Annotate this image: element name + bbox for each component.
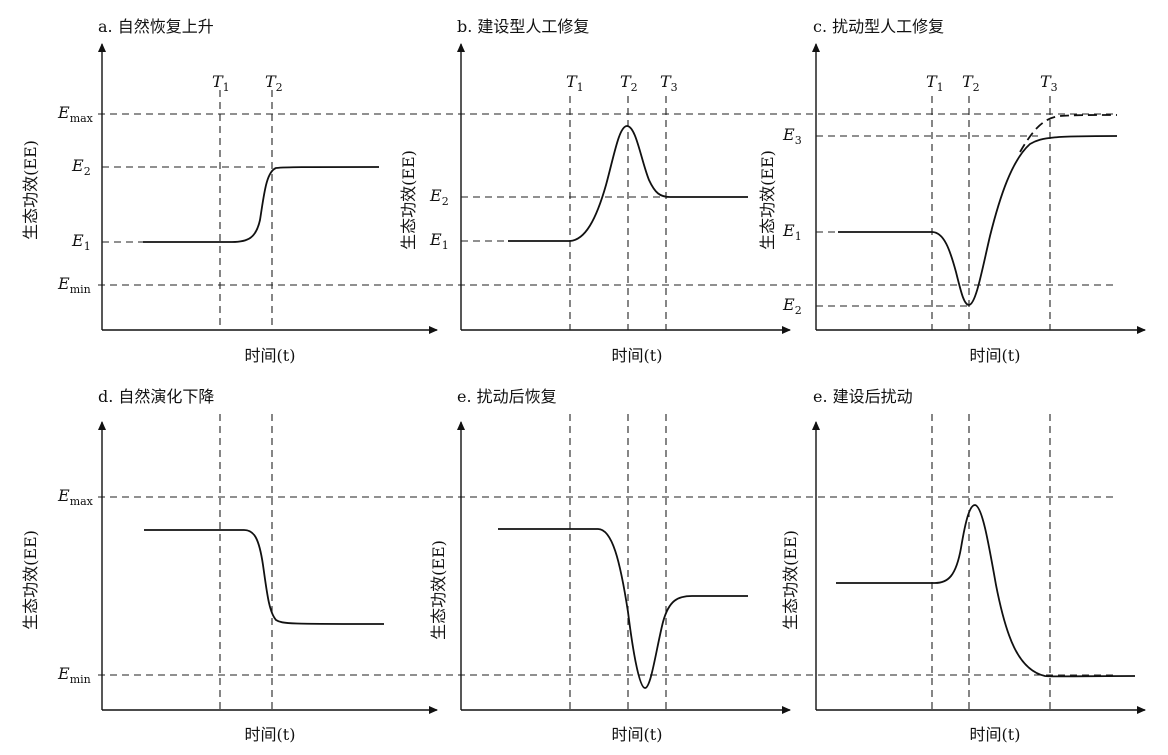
emin-label-top: Emin bbox=[57, 274, 91, 296]
efficacy-curve bbox=[508, 125, 748, 242]
emax-label-top: Emax bbox=[57, 103, 94, 125]
panel-title: c. 扰动型人工修复 bbox=[813, 17, 944, 36]
efficacy-curve bbox=[836, 504, 1136, 678]
panel-f: e. 建设后扰动 生态功效(EE) 时间(t) bbox=[781, 387, 1146, 744]
panel-title: e. 建设后扰动 bbox=[813, 387, 913, 406]
efficacy-curve bbox=[143, 166, 380, 243]
x-axis-label: 时间(t) bbox=[245, 346, 296, 365]
y-axis-label: 生态功效(EE) bbox=[21, 140, 40, 240]
e3-label: E3 bbox=[782, 125, 802, 147]
x-axis-label: 时间(t) bbox=[245, 725, 296, 744]
panel-title: b. 建设型人工修复 bbox=[457, 17, 589, 36]
y-axis-label: 生态功效(EE) bbox=[429, 540, 448, 640]
panel-title: a. 自然恢复上升 bbox=[98, 17, 214, 36]
e1-label: E1 bbox=[71, 231, 91, 253]
emax-label-bottom: Emax bbox=[57, 486, 94, 508]
e2-label: E2 bbox=[71, 156, 91, 178]
x-axis-label: 时间(t) bbox=[970, 346, 1021, 365]
x-axis-label: 时间(t) bbox=[612, 725, 663, 744]
panel-a: a. 自然恢复上升 生态功效(EE) 时间(t) T1 T2 E2 E1 bbox=[21, 17, 438, 365]
t1-label: T1 bbox=[212, 72, 230, 94]
t2-label: T2 bbox=[620, 72, 638, 94]
e1-label: E1 bbox=[429, 230, 449, 252]
y-axis-label: 生态功效(EE) bbox=[21, 530, 40, 630]
t2-label: T2 bbox=[962, 72, 980, 94]
efficacy-curve bbox=[498, 528, 748, 689]
efficacy-curve bbox=[144, 529, 385, 625]
panel-title: d. 自然演化下降 bbox=[98, 387, 214, 406]
t2-label: T2 bbox=[265, 72, 283, 94]
y-axis-label: 生态功效(EE) bbox=[758, 150, 777, 250]
panel-b: b. 建设型人工修复 生态功效(EE) 时间(t) T1 T2 T3 E2 E1 bbox=[399, 17, 791, 365]
t3-label: T3 bbox=[660, 72, 678, 94]
e2-label: E2 bbox=[429, 186, 449, 208]
panel-d: d. 自然演化下降 生态功效(EE) 时间(t) bbox=[21, 387, 438, 744]
panel-c: c. 扰动型人工修复 生态功效(EE) 时间(t) T1 T2 T3 E3 E1… bbox=[758, 17, 1146, 365]
x-axis-label: 时间(t) bbox=[970, 725, 1021, 744]
e2-label: E2 bbox=[782, 295, 802, 317]
e1-label: E1 bbox=[782, 221, 802, 243]
t1-label: T1 bbox=[926, 72, 944, 94]
t1-label: T1 bbox=[566, 72, 584, 94]
x-axis-label: 时间(t) bbox=[612, 346, 663, 365]
efficacy-curve bbox=[838, 135, 1118, 306]
panel-e: e. 扰动后恢复 生态功效(EE) 时间(t) bbox=[429, 387, 791, 744]
efficacy-curve-enhanced bbox=[1019, 114, 1118, 153]
panel-title: e. 扰动后恢复 bbox=[457, 387, 557, 406]
emin-label-bottom: Emin bbox=[57, 664, 91, 686]
t3-label: T3 bbox=[1040, 72, 1058, 94]
y-axis-label: 生态功效(EE) bbox=[399, 150, 418, 250]
y-axis-label: 生态功效(EE) bbox=[781, 530, 800, 630]
